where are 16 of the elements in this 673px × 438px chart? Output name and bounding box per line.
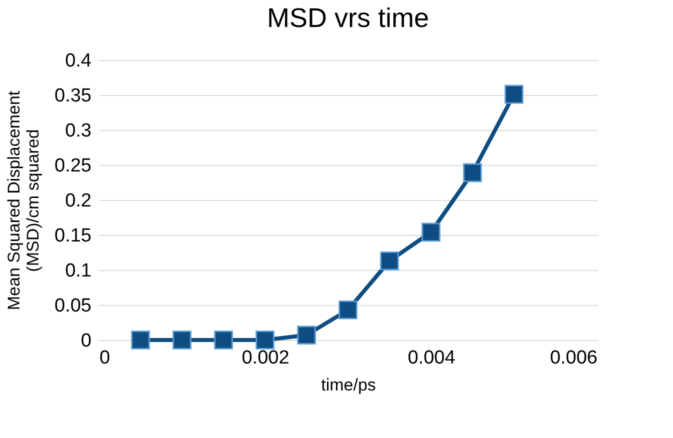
y-tick-label: 0.3 xyxy=(65,120,92,142)
y-tick-label: 0.25 xyxy=(54,156,92,176)
y-tick-label: 0.1 xyxy=(65,260,92,282)
y-axis-title: Mean Squared Displacement (MSD)/cm squared xyxy=(4,90,43,310)
chart-title: MSD vrs time xyxy=(267,3,429,33)
x-axis-title: time/ps xyxy=(321,376,376,394)
y-tick-label: 0.35 xyxy=(54,86,92,106)
x-tick-label: 0.004 xyxy=(408,348,456,368)
y-tick-label: 0.4 xyxy=(65,50,92,72)
x-tick-label: 0 xyxy=(100,348,110,368)
x-tick-label: 0.006 xyxy=(550,348,598,368)
y-tick-label: 0 xyxy=(80,330,92,352)
y-tick-label: 0.15 xyxy=(54,226,92,246)
y-tick-label: 0.05 xyxy=(54,296,92,316)
x-tick-label: 0.002 xyxy=(242,348,290,368)
y-tick-label: 0.2 xyxy=(65,190,92,212)
